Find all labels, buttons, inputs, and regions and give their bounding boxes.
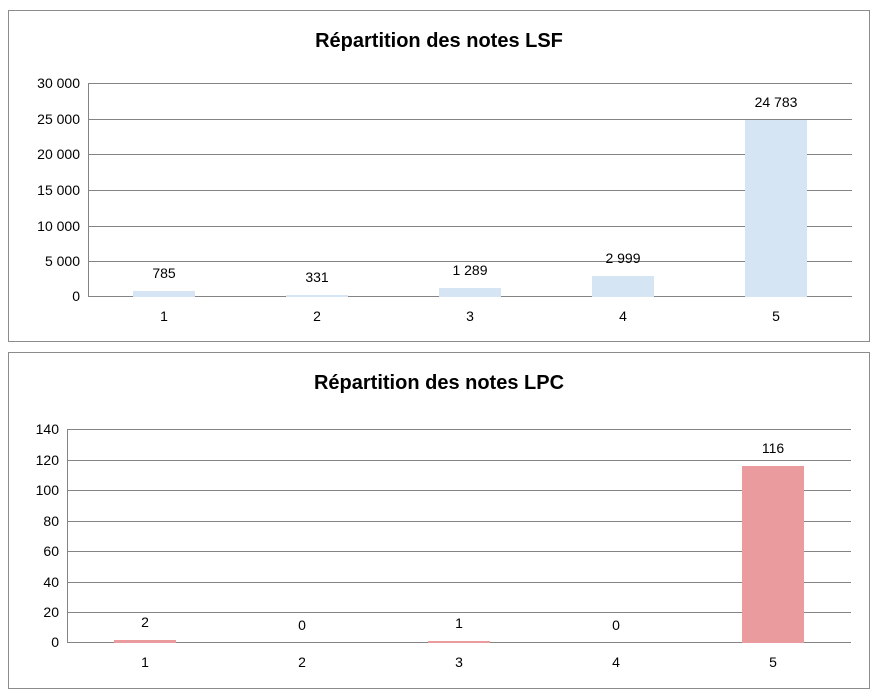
x-tick-label: 4: [612, 654, 620, 670]
chart-lpc: Répartition des notes LPC 2 0 1 0 116 0 20 40 6…: [8, 352, 870, 689]
bar-category-3: [439, 288, 501, 297]
bar-category-3: [428, 641, 490, 643]
gridline: [67, 490, 851, 491]
y-axis-line: [67, 429, 68, 643]
value-label: 116: [761, 440, 785, 456]
gridline: [88, 119, 852, 120]
chart-title: Répartition des notes LSF: [315, 30, 563, 52]
y-tick-label: 40: [43, 574, 59, 590]
value-label: 0: [298, 617, 306, 633]
x-tick-label: 5: [772, 308, 780, 324]
gridline: [88, 154, 852, 155]
y-tick-label: 30 000: [37, 75, 80, 91]
y-tick-label: 100: [35, 482, 59, 498]
bar-category-2: [286, 295, 348, 297]
gridline: [88, 226, 852, 227]
gridline: [67, 460, 851, 461]
chart-title: Répartition des notes LPC: [313, 372, 565, 394]
value-label: 1 289: [452, 262, 488, 278]
y-tick-label: 20 000: [37, 146, 80, 162]
y-tick-label: 5 000: [44, 253, 80, 269]
value-label: 331: [305, 269, 329, 285]
x-tick-label: 1: [141, 654, 149, 670]
value-label: 0: [612, 617, 620, 633]
plot-area: 2 0 1 0 116: [67, 429, 851, 643]
gridline: [67, 521, 851, 522]
y-tick-label: 15 000: [37, 182, 80, 198]
gridline: [67, 429, 851, 430]
chart-lsf: Répartition des notes LSF 785 331 1 289 2 9…: [8, 10, 870, 342]
bar-category-5: [745, 120, 807, 297]
gridline: [67, 582, 851, 583]
value-label: 2 999: [605, 250, 641, 266]
y-tick-label: 80: [43, 513, 59, 529]
gridline: [88, 83, 852, 84]
value-label: 2: [141, 614, 149, 630]
y-tick-label: 0: [51, 634, 59, 650]
bar-category-5: [742, 466, 804, 643]
value-label: 785: [152, 265, 176, 281]
y-tick-label: 60: [43, 543, 59, 559]
y-tick-label: 10 000: [37, 218, 80, 234]
x-tick-label: 3: [455, 654, 463, 670]
y-tick-label: 0: [72, 288, 80, 304]
y-tick-label: 25 000: [37, 111, 80, 127]
gridline: [67, 551, 851, 552]
value-label: 24 783: [754, 94, 798, 110]
x-tick-label: 2: [298, 654, 306, 670]
y-tick-label: 140: [35, 421, 59, 437]
y-tick-label: 20: [43, 604, 59, 620]
x-tick-label: 2: [313, 308, 321, 324]
gridline: [67, 612, 851, 613]
x-tick-label: 1: [160, 308, 168, 324]
bar-category-1: [133, 291, 195, 297]
gridline: [88, 190, 852, 191]
plot-area: 785 331 1 289 2 999 24 783: [88, 83, 852, 297]
value-label: 1: [455, 615, 463, 631]
x-tick-label: 5: [769, 654, 777, 670]
y-axis-line: [88, 83, 89, 297]
x-tick-label: 3: [466, 308, 474, 324]
y-tick-label: 120: [35, 452, 59, 468]
bar-category-4: [592, 276, 654, 297]
bar-category-1: [114, 640, 176, 643]
x-tick-label: 4: [619, 308, 627, 324]
gridline: [88, 261, 852, 262]
